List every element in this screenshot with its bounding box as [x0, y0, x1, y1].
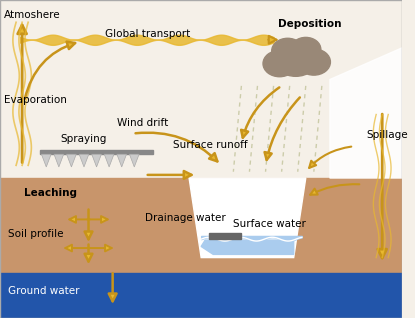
Bar: [0, 273, 402, 318]
Text: Wind drift: Wind drift: [117, 118, 168, 128]
Text: Leaching: Leaching: [24, 188, 77, 197]
Text: Spraying: Spraying: [60, 134, 107, 143]
Circle shape: [263, 51, 296, 77]
Polygon shape: [42, 154, 51, 167]
Polygon shape: [189, 178, 306, 258]
Polygon shape: [54, 154, 63, 167]
Polygon shape: [330, 48, 402, 178]
Bar: [209, 233, 242, 239]
Text: Ground water: Ground water: [8, 286, 80, 296]
Bar: [40, 150, 153, 154]
Text: Spillage: Spillage: [366, 130, 408, 140]
Polygon shape: [66, 154, 76, 167]
Text: Surface runoff: Surface runoff: [173, 140, 248, 150]
Text: Atmoshere: Atmoshere: [4, 10, 61, 19]
Circle shape: [272, 38, 304, 64]
Circle shape: [273, 41, 318, 76]
Polygon shape: [129, 154, 139, 167]
Polygon shape: [104, 154, 114, 167]
Circle shape: [297, 49, 330, 75]
Polygon shape: [201, 240, 294, 254]
Text: Evaporation: Evaporation: [4, 95, 67, 105]
Text: Deposition: Deposition: [278, 19, 341, 29]
Bar: [0, 0, 402, 178]
Polygon shape: [92, 154, 101, 167]
Circle shape: [291, 38, 321, 61]
Polygon shape: [117, 154, 127, 167]
Text: Surface water: Surface water: [233, 219, 306, 229]
Text: Soil profile: Soil profile: [8, 229, 63, 239]
Polygon shape: [79, 154, 89, 167]
Text: Drainage water: Drainage water: [145, 213, 226, 223]
Bar: [0, 178, 402, 273]
Text: Global transport: Global transport: [105, 29, 190, 38]
